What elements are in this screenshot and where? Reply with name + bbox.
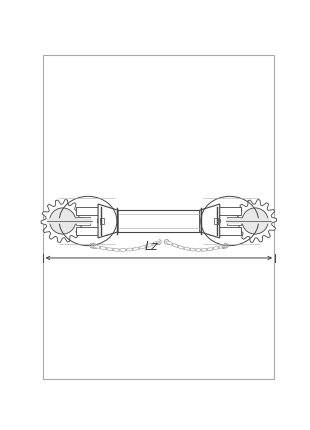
- Polygon shape: [41, 200, 84, 243]
- Circle shape: [213, 217, 220, 225]
- Circle shape: [50, 208, 76, 234]
- Polygon shape: [98, 204, 118, 238]
- Polygon shape: [200, 204, 220, 238]
- Bar: [77, 227, 107, 235]
- Circle shape: [97, 217, 105, 225]
- Bar: [100, 218, 104, 224]
- Bar: [210, 207, 241, 215]
- Circle shape: [242, 208, 268, 234]
- Polygon shape: [233, 200, 277, 243]
- Bar: [77, 207, 107, 215]
- Bar: [117, 210, 201, 232]
- Bar: [210, 227, 241, 235]
- Text: Lz: Lz: [144, 240, 158, 253]
- Bar: [77, 217, 90, 225]
- Bar: [214, 218, 218, 224]
- Bar: [228, 217, 241, 225]
